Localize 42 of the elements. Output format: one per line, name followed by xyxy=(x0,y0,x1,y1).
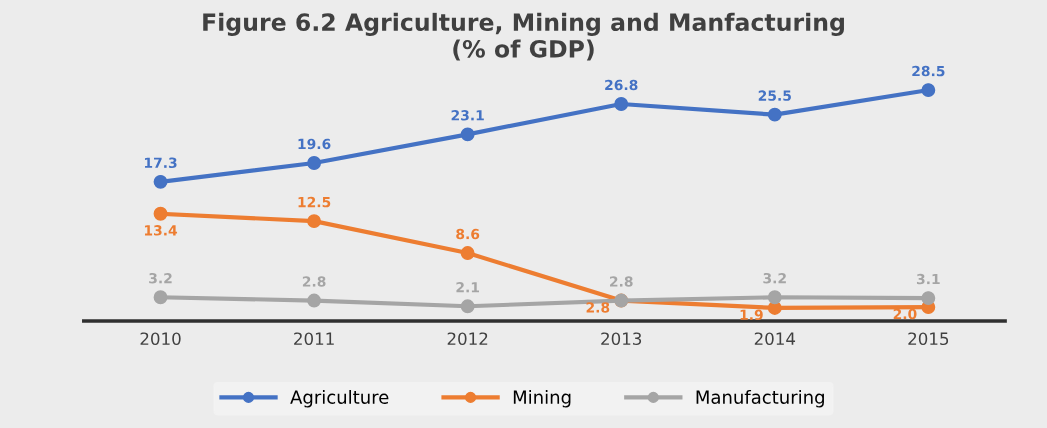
point xyxy=(460,299,475,314)
data-label: 17.3 xyxy=(144,157,177,169)
data-label: 1.9 xyxy=(740,309,763,321)
data-label: 23.1 xyxy=(451,110,484,121)
point xyxy=(307,156,322,170)
data-label: 3.1 xyxy=(916,273,940,285)
point xyxy=(307,293,322,308)
data-label: 3.2 xyxy=(149,272,172,284)
point xyxy=(307,214,322,229)
data-label: 19.6 xyxy=(298,138,331,150)
point xyxy=(153,290,168,305)
data-label: 3.2 xyxy=(763,272,786,284)
x-tick-label: 2010 xyxy=(140,332,181,346)
x-tick-label: 2013 xyxy=(601,332,642,346)
point xyxy=(921,83,936,98)
point xyxy=(153,206,168,221)
point xyxy=(614,97,629,111)
legend-label: Mining xyxy=(513,390,571,408)
point xyxy=(460,127,475,142)
data-label: 12.5 xyxy=(298,196,331,208)
point xyxy=(767,290,782,305)
data-label: 2.0 xyxy=(893,308,917,320)
point xyxy=(460,246,475,261)
x-tick-label: 2012 xyxy=(447,332,488,346)
data-label: 2.8 xyxy=(610,276,633,287)
chart-title: Figure 6.2 Agriculture, Mining and Manfacturing (% of GDP) xyxy=(203,12,844,61)
data-label: 2.8 xyxy=(302,276,326,287)
point xyxy=(153,174,168,189)
data-label: 26.8 xyxy=(605,79,638,91)
legend-label: Agriculture xyxy=(290,390,389,408)
point xyxy=(767,107,782,122)
data-label: 25.5 xyxy=(758,90,791,101)
legend-label: Manufacturing xyxy=(696,390,824,408)
data-label: 2.1 xyxy=(456,281,480,293)
x-tick-label: 2014 xyxy=(754,332,796,346)
data-label: 28.5 xyxy=(912,65,945,77)
x-tick-label: 2011 xyxy=(294,332,334,346)
data-label: 8.6 xyxy=(456,228,480,240)
point xyxy=(921,291,936,306)
x-tick-label: 2015 xyxy=(908,332,949,346)
data-label: 2.8 xyxy=(586,302,610,313)
data-label: 13.4 xyxy=(144,225,178,236)
